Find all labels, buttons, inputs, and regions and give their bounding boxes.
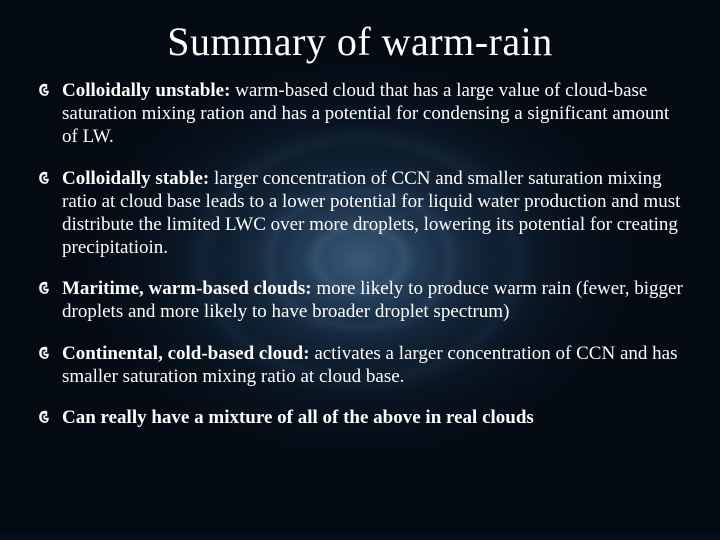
bullet-bold: Colloidally stable:: [62, 168, 209, 189]
bullet-bold: Continental, cold-based cloud:: [62, 343, 310, 364]
list-item: Continental, cold-based cloud: activates…: [36, 342, 684, 388]
list-item: Can really have a mixture of all of the …: [36, 406, 684, 429]
slide: Summary of warm-rain Colloidally unstabl…: [0, 0, 720, 540]
bullet-bold: Maritime, warm-based clouds:: [62, 278, 312, 299]
list-item: Colloidally unstable: warm-based cloud t…: [36, 79, 684, 149]
slide-title: Summary of warm-rain: [36, 18, 684, 65]
bullet-bold: Colloidally unstable:: [62, 80, 230, 101]
bullet-bold: Can really have a mixture of all of the …: [62, 407, 534, 428]
footer-bar: [0, 530, 720, 540]
list-item: Maritime, warm-based clouds: more likely…: [36, 277, 684, 323]
bullet-list: Colloidally unstable: warm-based cloud t…: [36, 79, 684, 429]
list-item: Colloidally stable: larger concentration…: [36, 167, 684, 260]
